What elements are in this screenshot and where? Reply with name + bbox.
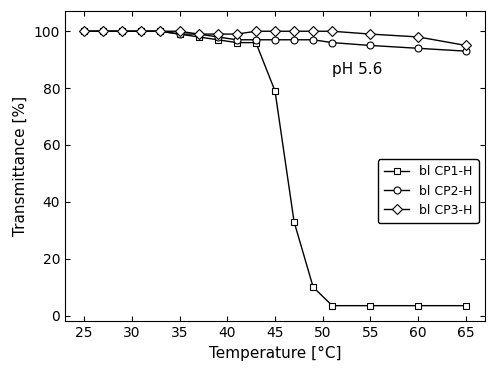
bl CP2-H [253,37,259,42]
bl CP2-H [330,40,336,45]
bl CP2-H [81,29,87,34]
bl CP2-H [272,37,278,42]
bl CP1-H [272,89,278,93]
bl CP3-H [330,29,336,34]
Line: bl CP1-H: bl CP1-H [80,28,469,309]
bl CP2-H [463,49,469,53]
bl CP3-H [100,29,106,34]
bl CP3-H [81,29,87,34]
Line: bl CP3-H: bl CP3-H [80,28,469,49]
bl CP3-H [253,29,259,34]
bl CP1-H [158,29,164,34]
bl CP1-H [138,29,144,34]
bl CP3-H [463,43,469,48]
bl CP2-H [158,29,164,34]
Legend: bl CP1-H, bl CP2-H, bl CP3-H: bl CP1-H, bl CP2-H, bl CP3-H [378,159,479,223]
bl CP1-H [291,220,297,224]
Line: bl CP2-H: bl CP2-H [80,28,469,55]
bl CP1-H [234,40,240,45]
bl CP1-H [176,32,182,36]
bl CP2-H [368,43,374,48]
bl CP2-H [234,37,240,42]
bl CP2-H [100,29,106,34]
bl CP2-H [415,46,421,51]
bl CP3-H [196,32,202,36]
bl CP1-H [196,35,202,39]
bl CP2-H [310,37,316,42]
Y-axis label: Transmittance [%]: Transmittance [%] [13,96,28,236]
bl CP2-H [196,32,202,36]
bl CP2-H [138,29,144,34]
bl CP3-H [158,29,164,34]
bl CP3-H [138,29,144,34]
bl CP1-H [100,29,106,34]
bl CP3-H [176,29,182,34]
bl CP3-H [310,29,316,34]
bl CP3-H [234,32,240,36]
X-axis label: Temperature [°C]: Temperature [°C] [209,346,341,361]
bl CP3-H [368,32,374,36]
bl CP1-H [81,29,87,34]
bl CP2-H [176,32,182,36]
bl CP2-H [120,29,126,34]
bl CP1-H [415,304,421,308]
bl CP2-H [214,35,220,39]
bl CP3-H [214,32,220,36]
bl CP3-H [291,29,297,34]
bl CP1-H [368,304,374,308]
bl CP1-H [253,40,259,45]
bl CP1-H [330,304,336,308]
bl CP1-H [463,304,469,308]
bl CP1-H [310,285,316,290]
bl CP2-H [291,37,297,42]
Text: pH 5.6: pH 5.6 [332,62,382,77]
bl CP3-H [120,29,126,34]
bl CP1-H [214,37,220,42]
bl CP3-H [272,29,278,34]
bl CP1-H [120,29,126,34]
bl CP3-H [415,35,421,39]
